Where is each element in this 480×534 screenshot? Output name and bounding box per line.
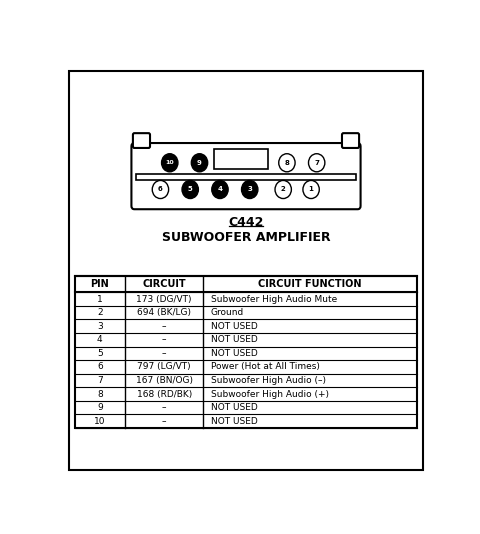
Circle shape xyxy=(212,180,228,199)
FancyBboxPatch shape xyxy=(132,143,360,209)
Circle shape xyxy=(241,180,258,199)
Text: 694 (BK/LG): 694 (BK/LG) xyxy=(137,308,191,317)
Circle shape xyxy=(152,180,168,199)
FancyBboxPatch shape xyxy=(342,133,359,148)
Text: 7: 7 xyxy=(97,376,103,385)
Text: CIRCUIT: CIRCUIT xyxy=(143,279,186,289)
Text: 3: 3 xyxy=(247,186,252,192)
Text: 2: 2 xyxy=(97,308,103,317)
Text: Subwoofer High Audio (+): Subwoofer High Audio (+) xyxy=(211,389,329,398)
Text: –: – xyxy=(162,335,167,344)
Text: 173 (DG/VT): 173 (DG/VT) xyxy=(136,295,192,303)
Bar xyxy=(136,174,356,180)
Text: 10: 10 xyxy=(166,160,174,165)
Text: SUBWOOFER AMPLIFIER: SUBWOOFER AMPLIFIER xyxy=(162,231,330,244)
Text: C442: C442 xyxy=(228,216,264,229)
Text: –: – xyxy=(162,403,167,412)
Text: NOT USED: NOT USED xyxy=(211,335,257,344)
Text: 6: 6 xyxy=(158,186,163,192)
Text: 7: 7 xyxy=(314,160,319,166)
Circle shape xyxy=(162,154,178,172)
Text: 4: 4 xyxy=(97,335,103,344)
Text: 1: 1 xyxy=(309,186,313,192)
Text: 2: 2 xyxy=(281,186,286,192)
Bar xyxy=(75,276,417,428)
Text: 10: 10 xyxy=(94,417,106,426)
Text: 9: 9 xyxy=(97,403,103,412)
Text: 3: 3 xyxy=(97,321,103,331)
Circle shape xyxy=(309,154,325,172)
Text: –: – xyxy=(162,321,167,331)
Circle shape xyxy=(182,180,198,199)
Text: –: – xyxy=(162,417,167,426)
Text: 1: 1 xyxy=(97,295,103,303)
Text: Power (Hot at All Times): Power (Hot at All Times) xyxy=(211,363,320,372)
Text: 167 (BN/OG): 167 (BN/OG) xyxy=(136,376,192,385)
Circle shape xyxy=(303,180,319,199)
Text: Subwoofer High Audio Mute: Subwoofer High Audio Mute xyxy=(211,295,337,303)
Text: CIRCUIT FUNCTION: CIRCUIT FUNCTION xyxy=(258,279,362,289)
Text: NOT USED: NOT USED xyxy=(211,417,257,426)
Text: 9: 9 xyxy=(197,160,202,166)
Text: 4: 4 xyxy=(217,186,222,192)
Text: 8: 8 xyxy=(285,160,289,166)
Text: 5: 5 xyxy=(188,186,192,192)
Text: –: – xyxy=(162,349,167,358)
Text: 168 (RD/BK): 168 (RD/BK) xyxy=(136,389,192,398)
Circle shape xyxy=(279,154,295,172)
Text: NOT USED: NOT USED xyxy=(211,403,257,412)
Text: 5: 5 xyxy=(97,349,103,358)
FancyBboxPatch shape xyxy=(133,133,150,148)
Text: Subwoofer High Audio (–): Subwoofer High Audio (–) xyxy=(211,376,325,385)
Bar xyxy=(215,149,268,169)
Circle shape xyxy=(275,180,291,199)
Text: NOT USED: NOT USED xyxy=(211,321,257,331)
Text: Ground: Ground xyxy=(211,308,244,317)
Circle shape xyxy=(192,154,208,172)
Text: 797 (LG/VT): 797 (LG/VT) xyxy=(137,363,191,372)
Text: 6: 6 xyxy=(97,363,103,372)
Text: 8: 8 xyxy=(97,389,103,398)
Text: NOT USED: NOT USED xyxy=(211,349,257,358)
Text: PIN: PIN xyxy=(90,279,109,289)
